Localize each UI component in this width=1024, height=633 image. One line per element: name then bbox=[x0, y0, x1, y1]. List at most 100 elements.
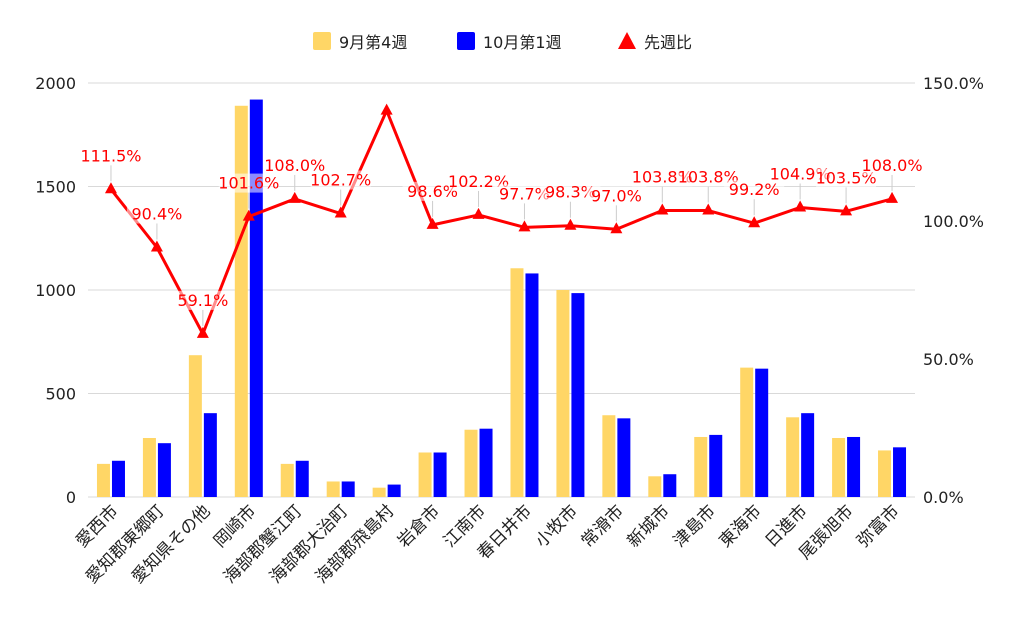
legend-label: 先週比 bbox=[644, 33, 692, 52]
ratio-data-label: 103.8% bbox=[678, 168, 739, 187]
data-label-bg bbox=[80, 146, 141, 166]
bar-9月第4週 bbox=[280, 463, 294, 497]
bar-9月第4週 bbox=[510, 268, 524, 497]
ratio-marker bbox=[610, 222, 623, 234]
legend-swatch bbox=[457, 32, 475, 50]
bar-9月第4週 bbox=[740, 367, 754, 497]
ratio-data-label: 103.5% bbox=[816, 168, 877, 187]
bar-9月第4週 bbox=[96, 463, 110, 497]
ratio-data-label: 98.6% bbox=[407, 182, 458, 201]
ratio-marker bbox=[748, 216, 761, 228]
bar-9月第4週 bbox=[648, 476, 662, 497]
data-label-bg bbox=[586, 186, 647, 206]
ratio-line-series bbox=[104, 103, 899, 338]
bar-10月第1週 bbox=[479, 428, 493, 497]
ratio-marker bbox=[334, 206, 347, 218]
bar-9月第4週 bbox=[556, 290, 570, 497]
ratio-data-label: 97.0% bbox=[591, 186, 642, 205]
ratio-marker bbox=[380, 103, 393, 115]
data-label-bg bbox=[264, 155, 325, 175]
bar-10月第1週 bbox=[847, 436, 861, 497]
ratio-data-label: 108.0% bbox=[862, 156, 923, 175]
x-axis-categories: 愛西市愛知郡東郷町愛知県その他岡崎市海部郡蟹江町海部郡大治町海部郡飛島村岩倉市江… bbox=[72, 501, 903, 587]
ratio-marker bbox=[472, 207, 485, 219]
bar-9月第4週 bbox=[234, 105, 248, 498]
category-label: 弥富市 bbox=[853, 501, 903, 551]
bar-10月第1週 bbox=[203, 413, 217, 497]
bar-9月第4週 bbox=[464, 429, 478, 497]
ratio-data-label: 101.6% bbox=[218, 174, 279, 193]
left-axis-tick-label: 1000 bbox=[35, 281, 76, 300]
bar-10月第1週 bbox=[249, 99, 263, 497]
category-label: 常滑市 bbox=[578, 501, 628, 551]
ratio-marker bbox=[656, 203, 669, 215]
left-axis-tick-label: 2000 bbox=[35, 74, 76, 93]
category-label: 東海市 bbox=[716, 501, 766, 551]
ratio-data-label: 59.1% bbox=[177, 291, 228, 310]
bar-10月第1週 bbox=[157, 443, 171, 497]
ratio-marker bbox=[794, 200, 807, 212]
legend-label: 9月第4週 bbox=[339, 33, 407, 52]
bar-9月第4週 bbox=[418, 452, 432, 497]
bar-10月第1週 bbox=[893, 447, 907, 497]
data-label-bg bbox=[218, 173, 279, 193]
legend-swatch bbox=[618, 32, 636, 49]
data-label-bg bbox=[126, 204, 187, 224]
bar-9月第4週 bbox=[694, 436, 708, 497]
bar-10月第1週 bbox=[617, 418, 631, 497]
data-label-bg bbox=[310, 170, 371, 190]
right-axis-tick-label: 150.0% bbox=[923, 74, 984, 93]
category-label: 津島市 bbox=[670, 501, 720, 551]
ratio-marker bbox=[196, 326, 209, 338]
ratio-data-label: 103.8% bbox=[632, 168, 693, 187]
ratio-data-label: 111.5% bbox=[80, 146, 141, 165]
data-label-bg bbox=[678, 167, 739, 187]
right-axis-tick-label: 0.0% bbox=[923, 488, 964, 507]
bar-10月第1週 bbox=[755, 368, 769, 497]
left-axis-tick-label: 1500 bbox=[35, 178, 76, 197]
data-label-bg bbox=[770, 164, 831, 184]
legend: 9月第4週 10月第1週 先週比 bbox=[313, 32, 692, 52]
ratio-marker bbox=[840, 204, 853, 216]
ratio-line bbox=[109, 109, 893, 336]
ratio-data-label: 99.2% bbox=[729, 180, 780, 199]
bar-10月第1週 bbox=[341, 481, 355, 497]
ratio-marker bbox=[104, 182, 117, 194]
bar-10月第1週 bbox=[801, 413, 815, 497]
data-label-bg bbox=[448, 171, 509, 191]
bar-9月第4週 bbox=[326, 481, 340, 497]
data-label-bg bbox=[724, 180, 785, 200]
bar-10月第1週 bbox=[433, 452, 447, 497]
bar-10月第1週 bbox=[571, 293, 585, 497]
category-label: 小牧市 bbox=[532, 501, 582, 551]
ratio-marker bbox=[886, 191, 899, 203]
data-label-bg bbox=[494, 184, 555, 204]
bar-9月第4週 bbox=[372, 487, 386, 497]
right-axis-tick-label: 100.0% bbox=[923, 212, 984, 231]
bar-9月第4週 bbox=[188, 355, 202, 497]
data-label-bg bbox=[862, 155, 923, 175]
category-label: 新城市 bbox=[624, 501, 674, 551]
ratio-marker bbox=[426, 217, 439, 229]
ratio-data-label: 98.3% bbox=[545, 183, 596, 202]
ratio-marker bbox=[288, 191, 301, 203]
left-axis: 0 500 1000 1500 2000 bbox=[35, 74, 76, 507]
ratio-marker bbox=[242, 209, 255, 221]
data-label-bg bbox=[816, 168, 877, 188]
ratio-data-label: 108.0% bbox=[264, 156, 325, 175]
bar-10月第1週 bbox=[111, 460, 125, 497]
right-axis-tick-label: 50.0% bbox=[923, 350, 974, 369]
left-axis-tick-label: 500 bbox=[45, 385, 76, 404]
ratio-data-label: 102.2% bbox=[448, 172, 509, 191]
category-label: 岩倉市 bbox=[394, 501, 444, 551]
bar-9月第4週 bbox=[786, 417, 800, 497]
data-label-bg bbox=[632, 167, 693, 187]
left-axis-tick-label: 0 bbox=[66, 488, 76, 507]
ratio-data-label: 90.4% bbox=[132, 204, 183, 223]
data-label-bg bbox=[402, 181, 463, 201]
bar-9月第4週 bbox=[142, 438, 156, 497]
ratio-marker bbox=[518, 220, 531, 232]
right-axis: 0.0% 50.0% 100.0% 150.0% bbox=[923, 74, 984, 507]
bar-10月第1週 bbox=[295, 460, 309, 497]
